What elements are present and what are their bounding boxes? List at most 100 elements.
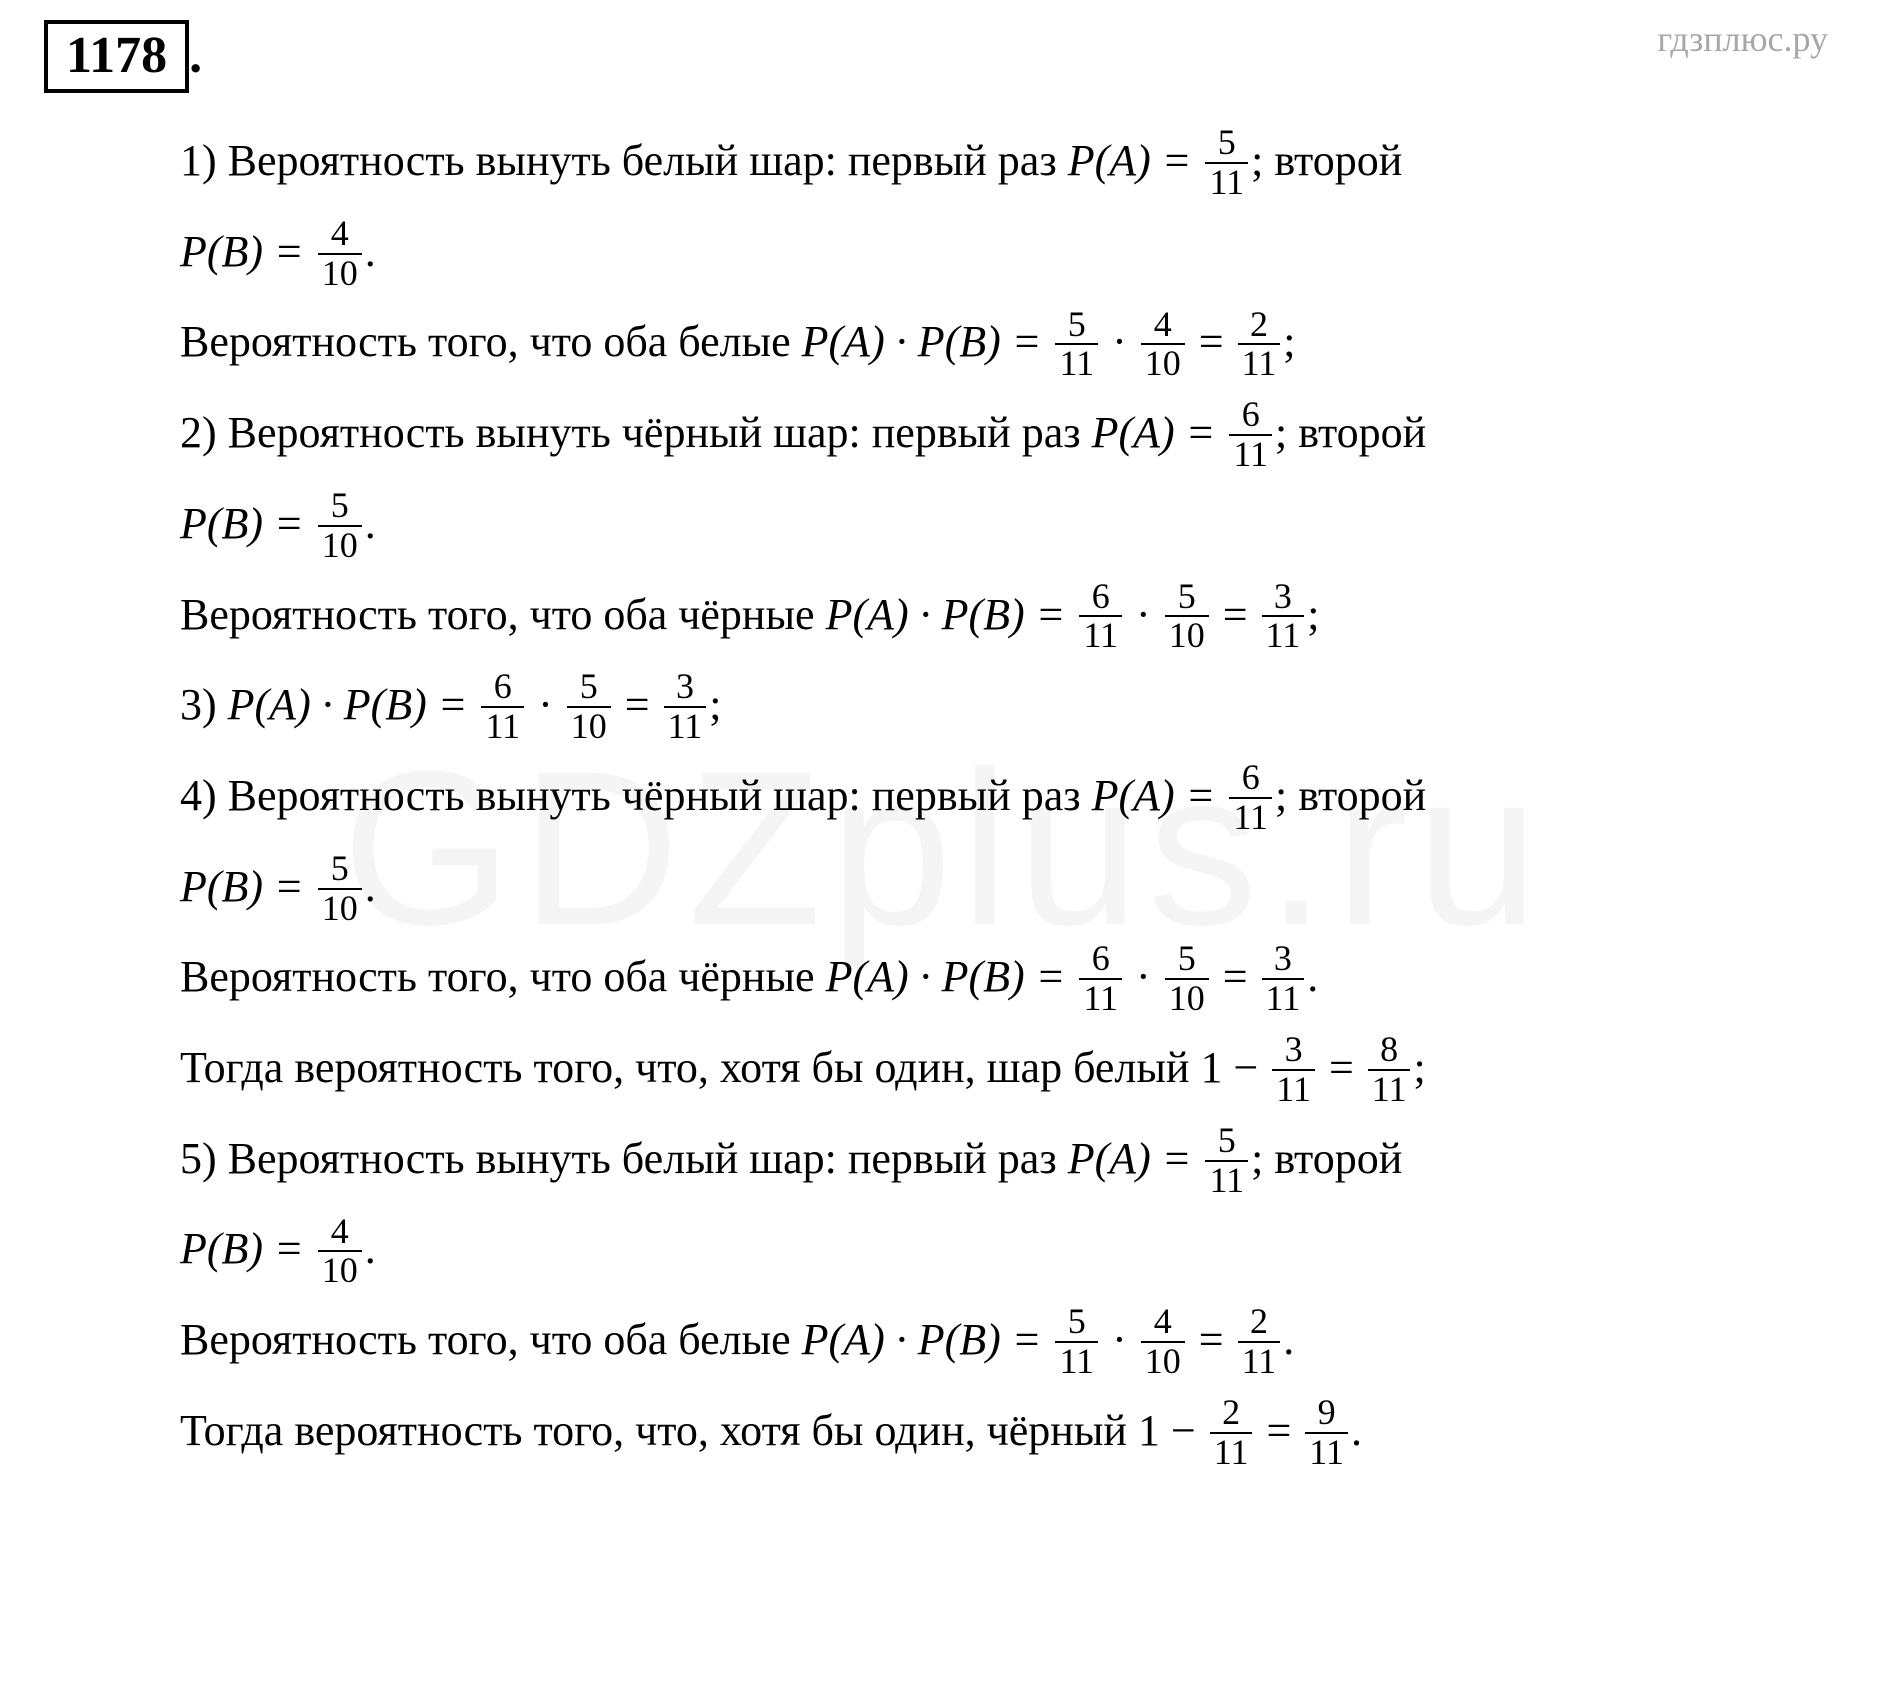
op: = [614, 680, 661, 729]
frac: 211 [1210, 1394, 1253, 1472]
p5-line1: 5) Вероятность вынуть белый шар: первый … [180, 1117, 1788, 1202]
text: 1) Вероятность вынуть белый шар: первый … [180, 136, 1068, 185]
page: гдзплюс.ру 1178. GDZplus.ru 1) Вероятнос… [0, 0, 1888, 1520]
p-b: P(B) = [180, 862, 315, 911]
frac: 311 [664, 668, 707, 746]
p2-line2: P(B) = 510. [180, 482, 1788, 567]
prod: P(A) · P(B) = [802, 1315, 1053, 1364]
op: = [1318, 1043, 1365, 1092]
p-a: P(A) = [1068, 136, 1203, 185]
frac: 510 [318, 850, 362, 928]
frac: 510 [1165, 940, 1209, 1018]
frac: 410 [318, 215, 362, 293]
text: 3) [180, 680, 228, 729]
text: Тогда вероятность того, что, хотя бы оди… [180, 1406, 1138, 1455]
p1-line1: 1) Вероятность вынуть белый шар: первый … [180, 119, 1788, 204]
frac: 211 [1238, 306, 1281, 384]
op: = [1255, 1406, 1302, 1455]
op: · [527, 680, 564, 729]
frac: 811 [1368, 1031, 1411, 1109]
p-a: P(A) = [1092, 408, 1227, 457]
frac: 311 [1272, 1031, 1315, 1109]
p5-line4: Тогда вероятность того, что, хотя бы оди… [180, 1389, 1788, 1474]
frac: 611 [1229, 759, 1272, 837]
text: ; [1413, 1043, 1425, 1092]
p1-line3: Вероятность того, что оба белые P(A) · P… [180, 300, 1788, 385]
text: Вероятность того, что оба белые [180, 1315, 802, 1364]
p-a: P(A) = [1092, 771, 1227, 820]
p1-line2: P(B) = 410. [180, 210, 1788, 295]
op: = [1212, 952, 1259, 1001]
frac: 511 [1055, 306, 1098, 384]
text: . [365, 499, 376, 548]
frac: 511 [1205, 1122, 1248, 1200]
p2-line3: Вероятность того, что оба чёрные P(A) · … [180, 573, 1788, 658]
frac: 511 [1055, 1303, 1098, 1381]
op: · [1101, 1315, 1138, 1364]
frac: 611 [481, 668, 524, 746]
text: Вероятность того, что оба белые [180, 317, 802, 366]
prod: P(A) · P(B) = [228, 680, 479, 729]
one-minus: 1 − [1200, 1043, 1269, 1092]
text: ; второй [1275, 408, 1426, 457]
text: Вероятность того, что оба чёрные [180, 952, 826, 1001]
solution-body: GDZplus.ru 1) Вероятность вынуть белый ш… [40, 119, 1848, 1474]
frac: 611 [1079, 940, 1122, 1018]
text: . [365, 862, 376, 911]
frac: 410 [1141, 306, 1185, 384]
p-b: P(B) = [180, 1224, 315, 1273]
text: Тогда вероятность того, что, хотя бы оди… [180, 1043, 1200, 1092]
p4-line4: Тогда вероятность того, что, хотя бы оди… [180, 1026, 1788, 1111]
prod: P(A) · P(B) = [802, 317, 1053, 366]
problem-number: 1178 [66, 27, 167, 84]
frac: 510 [318, 487, 362, 565]
frac: 510 [1165, 578, 1209, 656]
text: ; [1307, 590, 1319, 639]
text: Вероятность того, что оба чёрные [180, 590, 826, 639]
text: . [1307, 952, 1318, 1001]
site-watermark: гдзплюс.ру [1657, 18, 1828, 60]
p4-line1: 4) Вероятность вынуть чёрный шар: первый… [180, 754, 1788, 839]
prod: P(A) · P(B) = [826, 952, 1077, 1001]
frac: 611 [1229, 396, 1272, 474]
text: . [365, 227, 376, 276]
text: 4) Вероятность вынуть чёрный шар: первый… [180, 771, 1092, 820]
op: = [1188, 1315, 1235, 1364]
problem-number-box: 1178. [40, 20, 1848, 113]
p-a: P(A) = [1068, 1134, 1203, 1183]
frac: 911 [1305, 1394, 1348, 1472]
op: = [1212, 590, 1259, 639]
p2-line1: 2) Вероятность вынуть чёрный шар: первый… [180, 391, 1788, 476]
frac: 410 [318, 1213, 362, 1291]
text: . [1283, 1315, 1294, 1364]
prod: P(A) · P(B) = [826, 590, 1077, 639]
text: ; [1283, 317, 1295, 366]
op: · [1101, 317, 1138, 366]
frac: 311 [1262, 578, 1305, 656]
p4-line2: P(B) = 510. [180, 845, 1788, 930]
op: · [1125, 590, 1162, 639]
text: 2) Вероятность вынуть чёрный шар: первый… [180, 408, 1092, 457]
text: ; [709, 680, 721, 729]
text: ; второй [1251, 1134, 1402, 1183]
p4-line3: Вероятность того, что оба чёрные P(A) · … [180, 935, 1788, 1020]
frac: 211 [1238, 1303, 1281, 1381]
frac: 611 [1079, 578, 1122, 656]
one-minus: 1 − [1138, 1406, 1207, 1455]
p3-line1: 3) P(A) · P(B) = 611 · 510 = 311; [180, 663, 1788, 748]
text: ; второй [1251, 136, 1402, 185]
p5-line2: P(B) = 410. [180, 1207, 1788, 1292]
p5-line3: Вероятность того, что оба белые P(A) · P… [180, 1298, 1788, 1383]
op: · [1125, 952, 1162, 1001]
text: . [365, 1224, 376, 1273]
p-b: P(B) = [180, 227, 315, 276]
text: ; второй [1275, 771, 1426, 820]
frac: 510 [567, 668, 611, 746]
text: . [1351, 1406, 1362, 1455]
frac: 311 [1262, 940, 1305, 1018]
frac: 511 [1205, 124, 1248, 202]
text: 5) Вероятность вынуть белый шар: первый … [180, 1134, 1068, 1183]
p-b: P(B) = [180, 499, 315, 548]
frac: 410 [1141, 1303, 1185, 1381]
op: = [1188, 317, 1235, 366]
